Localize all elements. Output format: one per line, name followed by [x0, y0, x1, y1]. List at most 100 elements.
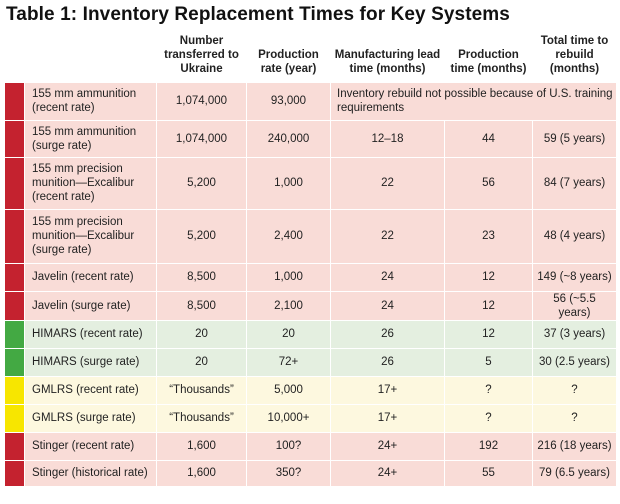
- transferred-cell: 1,074,000: [156, 81, 247, 121]
- table-row: Javelin (recent rate) 8,500 1,000 24 12 …: [4, 262, 617, 292]
- table-title: Table 1: Inventory Replacement Times for…: [6, 4, 510, 25]
- status-swatch: [4, 459, 25, 487]
- status-swatch: [4, 262, 25, 292]
- system-cell: HIMARS (surge rate): [24, 347, 157, 377]
- production-time-cell: 56: [444, 156, 533, 210]
- lead-time-cell: 12–18: [330, 119, 445, 158]
- status-swatch: [4, 403, 25, 433]
- rate-cell: 240,000: [246, 119, 331, 158]
- table-row: HIMARS (surge rate) 20 72+ 26 5 30 (2.5 …: [4, 347, 617, 377]
- status-swatch: [4, 375, 25, 405]
- production-time-cell: ?: [444, 375, 533, 405]
- status-swatch: [4, 347, 25, 377]
- lead-time-cell: 24+: [330, 459, 445, 487]
- production-time-cell: 23: [444, 208, 533, 264]
- transferred-cell: “Thousands”: [156, 375, 247, 405]
- production-time-cell: 192: [444, 431, 533, 461]
- system-cell: Javelin (recent rate): [24, 262, 157, 292]
- header-production-rate: Production rate (year): [258, 48, 319, 75]
- system-cell: GMLRS (recent rate): [24, 375, 157, 405]
- total-time-cell: 48 (4 years): [532, 208, 617, 264]
- header-total-time: Total time to rebuild (months): [540, 34, 609, 75]
- transferred-cell: 1,600: [156, 431, 247, 461]
- status-swatch: [4, 208, 25, 264]
- total-time-cell: 84 (7 years): [532, 156, 617, 210]
- rate-cell: 72+: [246, 347, 331, 377]
- transferred-cell: 20: [156, 347, 247, 377]
- transferred-cell: 8,500: [156, 290, 247, 321]
- table-row: Stinger (historical rate) 1,600 350? 24+…: [4, 459, 617, 487]
- table-row: GMLRS (recent rate) “Thousands” 5,000 17…: [4, 375, 617, 405]
- table-row: 155 mm ammunition (surge rate) 1,074,000…: [4, 119, 617, 158]
- rate-cell: 20: [246, 319, 331, 349]
- header-system: [25, 30, 157, 82]
- status-swatch: [4, 156, 25, 210]
- lead-time-cell: 24: [330, 290, 445, 321]
- system-cell: 155 mm precision munition—Excalibur (sur…: [24, 208, 157, 264]
- table-row: Stinger (recent rate) 1,600 100? 24+ 192…: [4, 431, 617, 461]
- table-row: GMLRS (surge rate) “Thousands” 10,000+ 1…: [4, 403, 617, 433]
- production-time-cell: 55: [444, 459, 533, 487]
- rate-cell: 2,400: [246, 208, 331, 264]
- production-time-cell: ?: [444, 403, 533, 433]
- system-cell: 155 mm ammunition (surge rate): [24, 119, 157, 158]
- rate-cell: 93,000: [246, 81, 331, 121]
- inventory-table-container: Number transferred to Ukraine Production…: [4, 30, 617, 487]
- transferred-cell: 1,074,000: [156, 119, 247, 158]
- status-swatch: [4, 319, 25, 349]
- production-time-cell: 12: [444, 262, 533, 292]
- header-lead-time: Manufacturing lead time (months): [334, 48, 441, 75]
- system-cell: 155 mm ammunition (recent rate): [24, 81, 157, 121]
- total-time-cell: 56 (~5.5 years): [532, 290, 617, 321]
- lead-time-cell: 24: [330, 262, 445, 292]
- system-cell: GMLRS (surge rate): [24, 403, 157, 433]
- table-row: Javelin (surge rate) 8,500 2,100 24 12 5…: [4, 290, 617, 321]
- status-swatch: [4, 431, 25, 461]
- table-row: HIMARS (recent rate) 20 20 26 12 37 (3 y…: [4, 319, 617, 349]
- production-time-cell: 12: [444, 290, 533, 321]
- transferred-cell: 8,500: [156, 262, 247, 292]
- total-time-cell: 216 (18 years): [532, 431, 617, 461]
- transferred-cell: 5,200: [156, 208, 247, 264]
- table-row: 155 mm precision munition—Excalibur (sur…: [4, 208, 617, 264]
- system-cell: Javelin (surge rate): [24, 290, 157, 321]
- note-cell: Inventory rebuild not possible because o…: [330, 81, 617, 121]
- system-cell: Stinger (recent rate): [24, 431, 157, 461]
- system-cell: 155 mm precision munition—Excalibur (rec…: [24, 156, 157, 210]
- table-row: 155 mm ammunition (recent rate) 1,074,00…: [4, 81, 617, 121]
- production-time-cell: 5: [444, 347, 533, 377]
- rate-cell: 350?: [246, 459, 331, 487]
- production-time-cell: 44: [444, 119, 533, 158]
- status-swatch: [4, 81, 25, 121]
- transferred-cell: 1,600: [156, 459, 247, 487]
- header-transferred: Number transferred to Ukraine: [164, 34, 239, 75]
- rate-cell: 1,000: [246, 156, 331, 210]
- system-cell: HIMARS (recent rate): [24, 319, 157, 349]
- header-status: [5, 30, 25, 82]
- production-time-cell: 12: [444, 319, 533, 349]
- table-body: 155 mm ammunition (recent rate) 1,074,00…: [4, 81, 617, 487]
- system-cell: Stinger (historical rate): [24, 459, 157, 487]
- total-time-cell: 149 (~8 years): [532, 262, 617, 292]
- header-row: Number transferred to Ukraine Production…: [5, 30, 617, 82]
- lead-time-cell: 22: [330, 156, 445, 210]
- lead-time-cell: 26: [330, 319, 445, 349]
- total-time-cell: 30 (2.5 years): [532, 347, 617, 377]
- lead-time-cell: 17+: [330, 403, 445, 433]
- total-time-cell: ?: [532, 375, 617, 405]
- rate-cell: 5,000: [246, 375, 331, 405]
- total-time-cell: 79 (6.5 years): [532, 459, 617, 487]
- status-swatch: [4, 119, 25, 158]
- transferred-cell: “Thousands”: [156, 403, 247, 433]
- rate-cell: 100?: [246, 431, 331, 461]
- lead-time-cell: 24+: [330, 431, 445, 461]
- inventory-table: Number transferred to Ukraine Production…: [4, 30, 617, 487]
- total-time-cell: 59 (5 years): [532, 119, 617, 158]
- total-time-cell: ?: [532, 403, 617, 433]
- transferred-cell: 20: [156, 319, 247, 349]
- lead-time-cell: 22: [330, 208, 445, 264]
- table-row: 155 mm precision munition—Excalibur (rec…: [4, 156, 617, 210]
- lead-time-cell: 26: [330, 347, 445, 377]
- header-production-time: Production time (months): [450, 48, 527, 75]
- rate-cell: 1,000: [246, 262, 331, 292]
